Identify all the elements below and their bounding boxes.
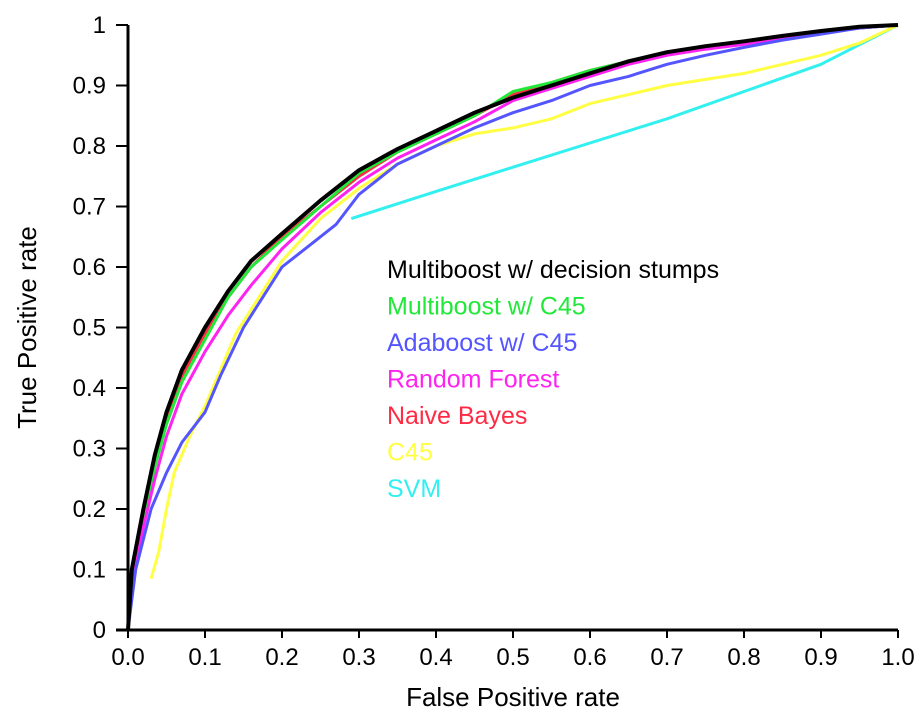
x-tick-label: 0.9 — [804, 644, 837, 671]
x-tick-label: 0.7 — [650, 644, 683, 671]
x-tick-label: 1.0 — [881, 644, 914, 671]
x-tick-label: 0.2 — [265, 644, 298, 671]
x-tick-label: 0.8 — [727, 644, 760, 671]
y-tick-label: 0.4 — [73, 375, 106, 402]
y-tick-label: 1 — [93, 12, 106, 39]
series-line-adaboost-w-c45 — [126, 23, 899, 631]
y-tick-label: 0.9 — [73, 73, 106, 100]
legend-entry: Multiboost w/ C45 — [387, 293, 586, 321]
x-tick-label: 0.0 — [111, 644, 144, 671]
x-axis-title: False Positive rate — [406, 682, 620, 709]
y-tick-label: 0.2 — [73, 496, 106, 523]
legend-entry: C45 — [387, 439, 433, 467]
series-layer — [126, 23, 899, 631]
legend-entry: Random Forest — [387, 366, 559, 394]
legend-entry: SVM — [387, 475, 441, 503]
x-tick-label: 0.3 — [342, 644, 375, 671]
y-tick-label: 0.6 — [73, 254, 106, 281]
legend: Multiboost w/ decision stumps Multiboost … — [387, 256, 719, 503]
y-tick-label: 0.7 — [73, 194, 106, 221]
x-tick-label: 0.6 — [573, 644, 606, 671]
legend-entry: Naive Bayes — [387, 402, 527, 430]
series-line-svm — [350, 23, 899, 221]
x-tick-label: 0.4 — [419, 644, 452, 671]
y-tick-label: 0.3 — [73, 436, 106, 463]
x-tick-label: 0.5 — [496, 644, 529, 671]
ticks-layer: 0.0 0.1 0.2 0.3 0.4 0.5 0.6 0.7 0.8 0.9 1.0 0 0.1 0.2… — [73, 12, 915, 671]
x-tick-label: 0.1 — [188, 644, 221, 671]
y-axis-title: True Positive rate — [12, 226, 42, 429]
y-tick-label: 0.8 — [73, 133, 106, 160]
y-tick-label: 0.1 — [73, 557, 106, 584]
y-tick-label: 0 — [93, 617, 106, 644]
legend-entry: Adaboost w/ C45 — [387, 329, 577, 357]
series-line-random-forest — [126, 23, 899, 631]
y-tick-label: 0.5 — [73, 315, 106, 342]
series-line-multiboost-w-decision-stumps — [126, 23, 899, 631]
legend-entry: Multiboost w/ decision stumps — [387, 256, 719, 284]
